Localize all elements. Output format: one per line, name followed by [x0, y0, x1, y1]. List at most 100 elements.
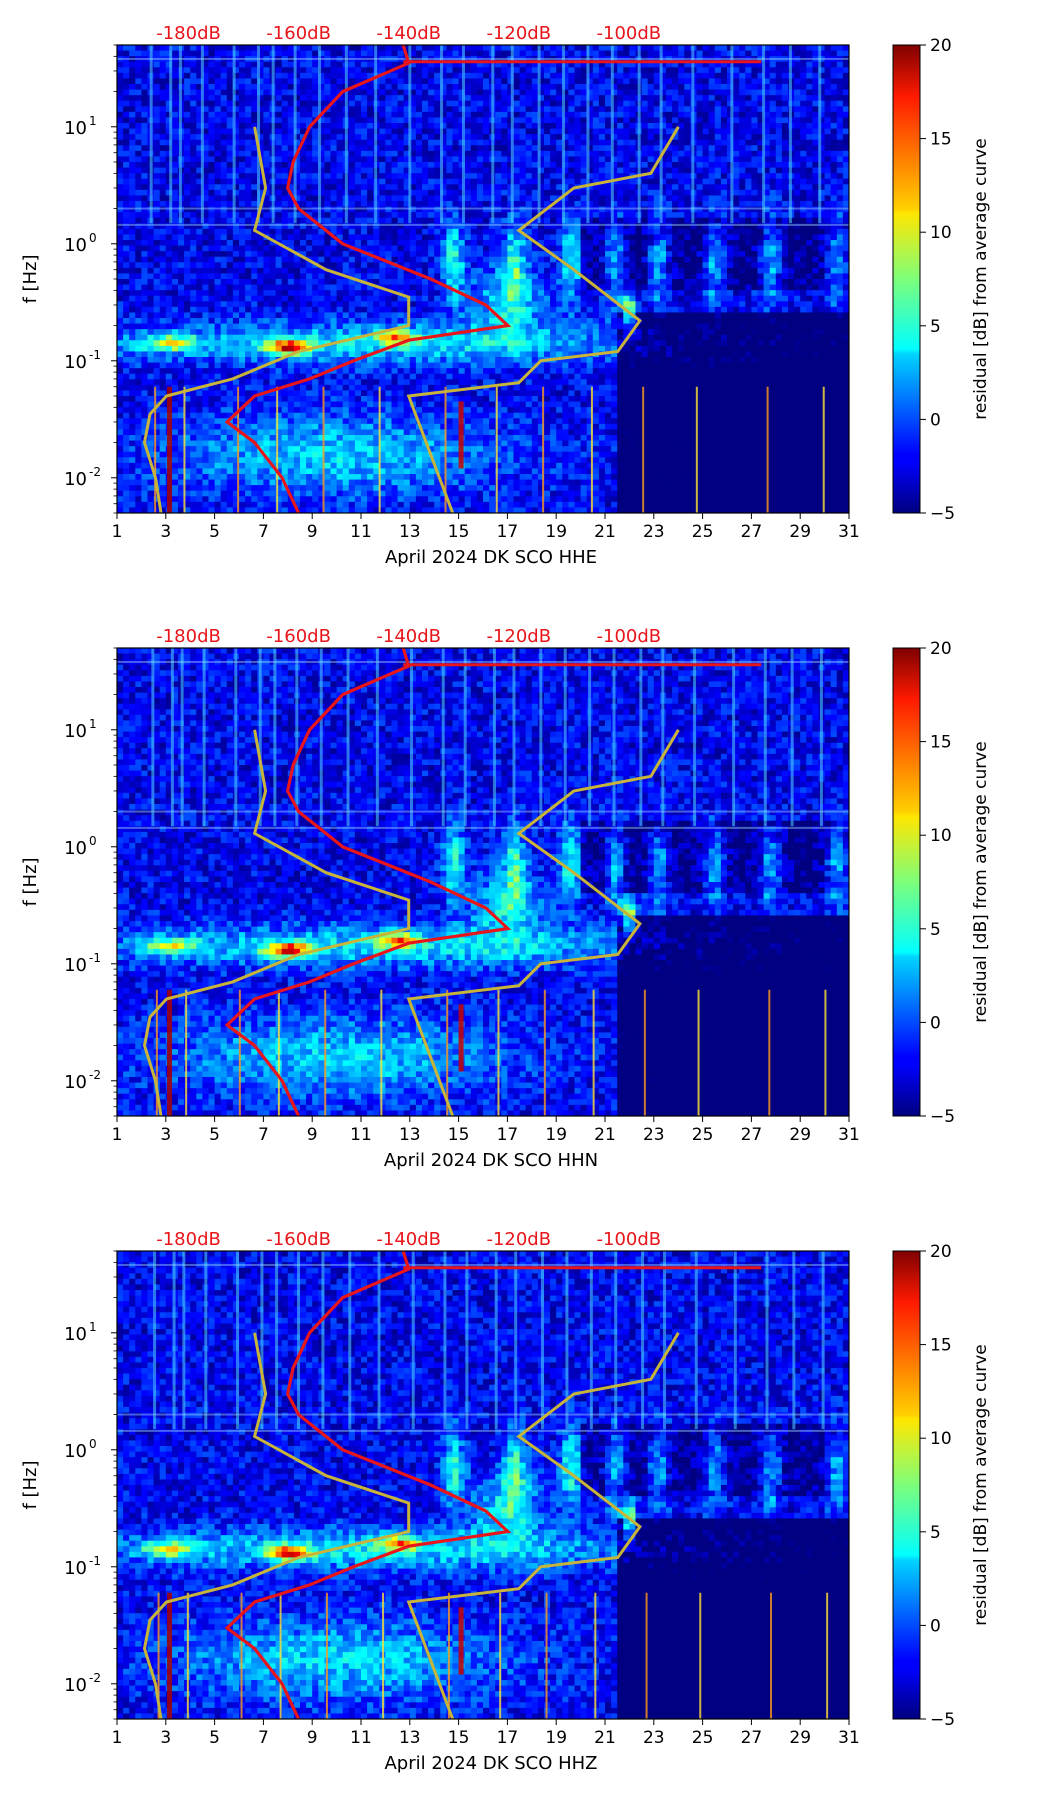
heatmap-cell [147, 501, 155, 509]
heatmap-cell [470, 173, 478, 180]
heatmap-cell [141, 111, 149, 119]
heatmap-cell [354, 423, 362, 431]
heatmap-cell [159, 128, 167, 135]
heatmap-cell [293, 145, 301, 152]
heatmap-cell [153, 173, 161, 180]
heatmap-cell [354, 362, 362, 369]
heatmap-cell [147, 379, 155, 386]
heatmap-cell [324, 401, 332, 408]
heatmap-cell [135, 373, 142, 380]
heatmap-cell [336, 373, 344, 380]
heatmap-cell [458, 139, 466, 146]
heatmap-cell [141, 396, 149, 403]
heatmap-cell [117, 345, 124, 353]
heatmap-cell [117, 273, 124, 280]
heatmap-cell [159, 228, 167, 236]
heatmap-cell [318, 284, 325, 291]
heatmap-cell [287, 468, 295, 475]
heatmap-cell [312, 462, 319, 470]
heatmap-cell [287, 379, 295, 386]
heatmap-cell [135, 501, 142, 509]
heatmap-cell [196, 468, 203, 475]
heatmap-cell [196, 457, 203, 464]
heatmap-cell [281, 407, 289, 414]
heatmap-cell [330, 67, 338, 74]
heatmap-cell [287, 61, 295, 68]
heatmap-cell [123, 306, 130, 314]
heatmap-cell [446, 423, 454, 431]
heatmap-cell [422, 329, 429, 336]
heatmap-cell [178, 256, 185, 263]
heatmap-cell [476, 89, 484, 96]
heatmap-cell [178, 240, 185, 247]
heatmap-cell [220, 334, 228, 341]
heatmap-cell [318, 418, 325, 425]
heatmap-cell [391, 78, 399, 85]
heatmap-cell [452, 139, 460, 146]
heatmap-cell [458, 184, 466, 191]
heatmap-cell [257, 145, 264, 152]
heatmap-cell [202, 89, 210, 96]
heatmap-cell [446, 72, 454, 80]
heatmap-cell [348, 240, 356, 247]
heatmap-cell [123, 245, 130, 252]
heatmap-cell [458, 279, 466, 286]
heatmap-cell [281, 150, 289, 158]
heatmap-cell [153, 134, 161, 141]
heatmap-cell [269, 451, 277, 458]
heatmap-cell [184, 78, 191, 85]
heatmap-cell [379, 279, 386, 286]
heatmap-cell [202, 245, 210, 252]
heatmap-cell [452, 279, 460, 286]
heatmap-cell [470, 435, 478, 442]
heatmap-cell [415, 451, 423, 458]
heatmap-cell [275, 123, 283, 130]
heatmap-cell [220, 351, 228, 358]
heatmap-cell [354, 312, 362, 319]
heatmap-cell [415, 396, 423, 403]
heatmap-cell [196, 84, 203, 91]
heatmap-cell [251, 178, 258, 185]
heatmap-cell [318, 306, 325, 314]
heatmap-cell [202, 501, 210, 509]
heatmap-cell [269, 267, 277, 275]
heatmap-cell [184, 89, 191, 96]
heatmap-cell [373, 412, 380, 419]
heatmap-cell [214, 368, 222, 375]
heatmap-cell [440, 251, 447, 258]
heatmap-cell [245, 162, 252, 169]
heatmap-cell [129, 423, 136, 431]
heatmap-cell [257, 496, 264, 503]
heatmap-cell [409, 56, 417, 63]
heatmap-cell [403, 111, 411, 119]
heatmap-cell [324, 145, 332, 152]
heatmap-cell [336, 256, 344, 263]
heatmap-cell [245, 384, 252, 392]
heatmap-cell [281, 84, 289, 91]
heatmap-cell [123, 228, 130, 236]
heatmap-cell [257, 284, 264, 291]
heatmap-cell [165, 223, 173, 230]
heatmap-cell [330, 457, 338, 464]
heatmap-cell [117, 100, 124, 107]
heatmap-cell [324, 501, 332, 509]
heatmap-cell [464, 312, 472, 319]
heatmap-cell [446, 429, 454, 436]
heatmap-cell [367, 407, 374, 414]
heatmap-cell [245, 496, 252, 503]
heatmap-cell [464, 50, 472, 57]
heatmap-cell [367, 262, 374, 269]
heatmap-cell [287, 435, 295, 442]
heatmap-cell [245, 61, 252, 68]
heatmap-cell [434, 423, 441, 431]
heatmap-cell [293, 357, 301, 364]
heatmap-cell [361, 134, 368, 141]
heatmap-cell [202, 162, 210, 169]
heatmap-cell [348, 106, 356, 113]
heatmap-cell [184, 312, 191, 319]
heatmap-cell [269, 407, 277, 414]
heatmap-cell [373, 373, 380, 380]
heatmap-cell [403, 156, 411, 163]
heatmap-cell [135, 440, 142, 447]
heatmap-cell [196, 106, 203, 113]
